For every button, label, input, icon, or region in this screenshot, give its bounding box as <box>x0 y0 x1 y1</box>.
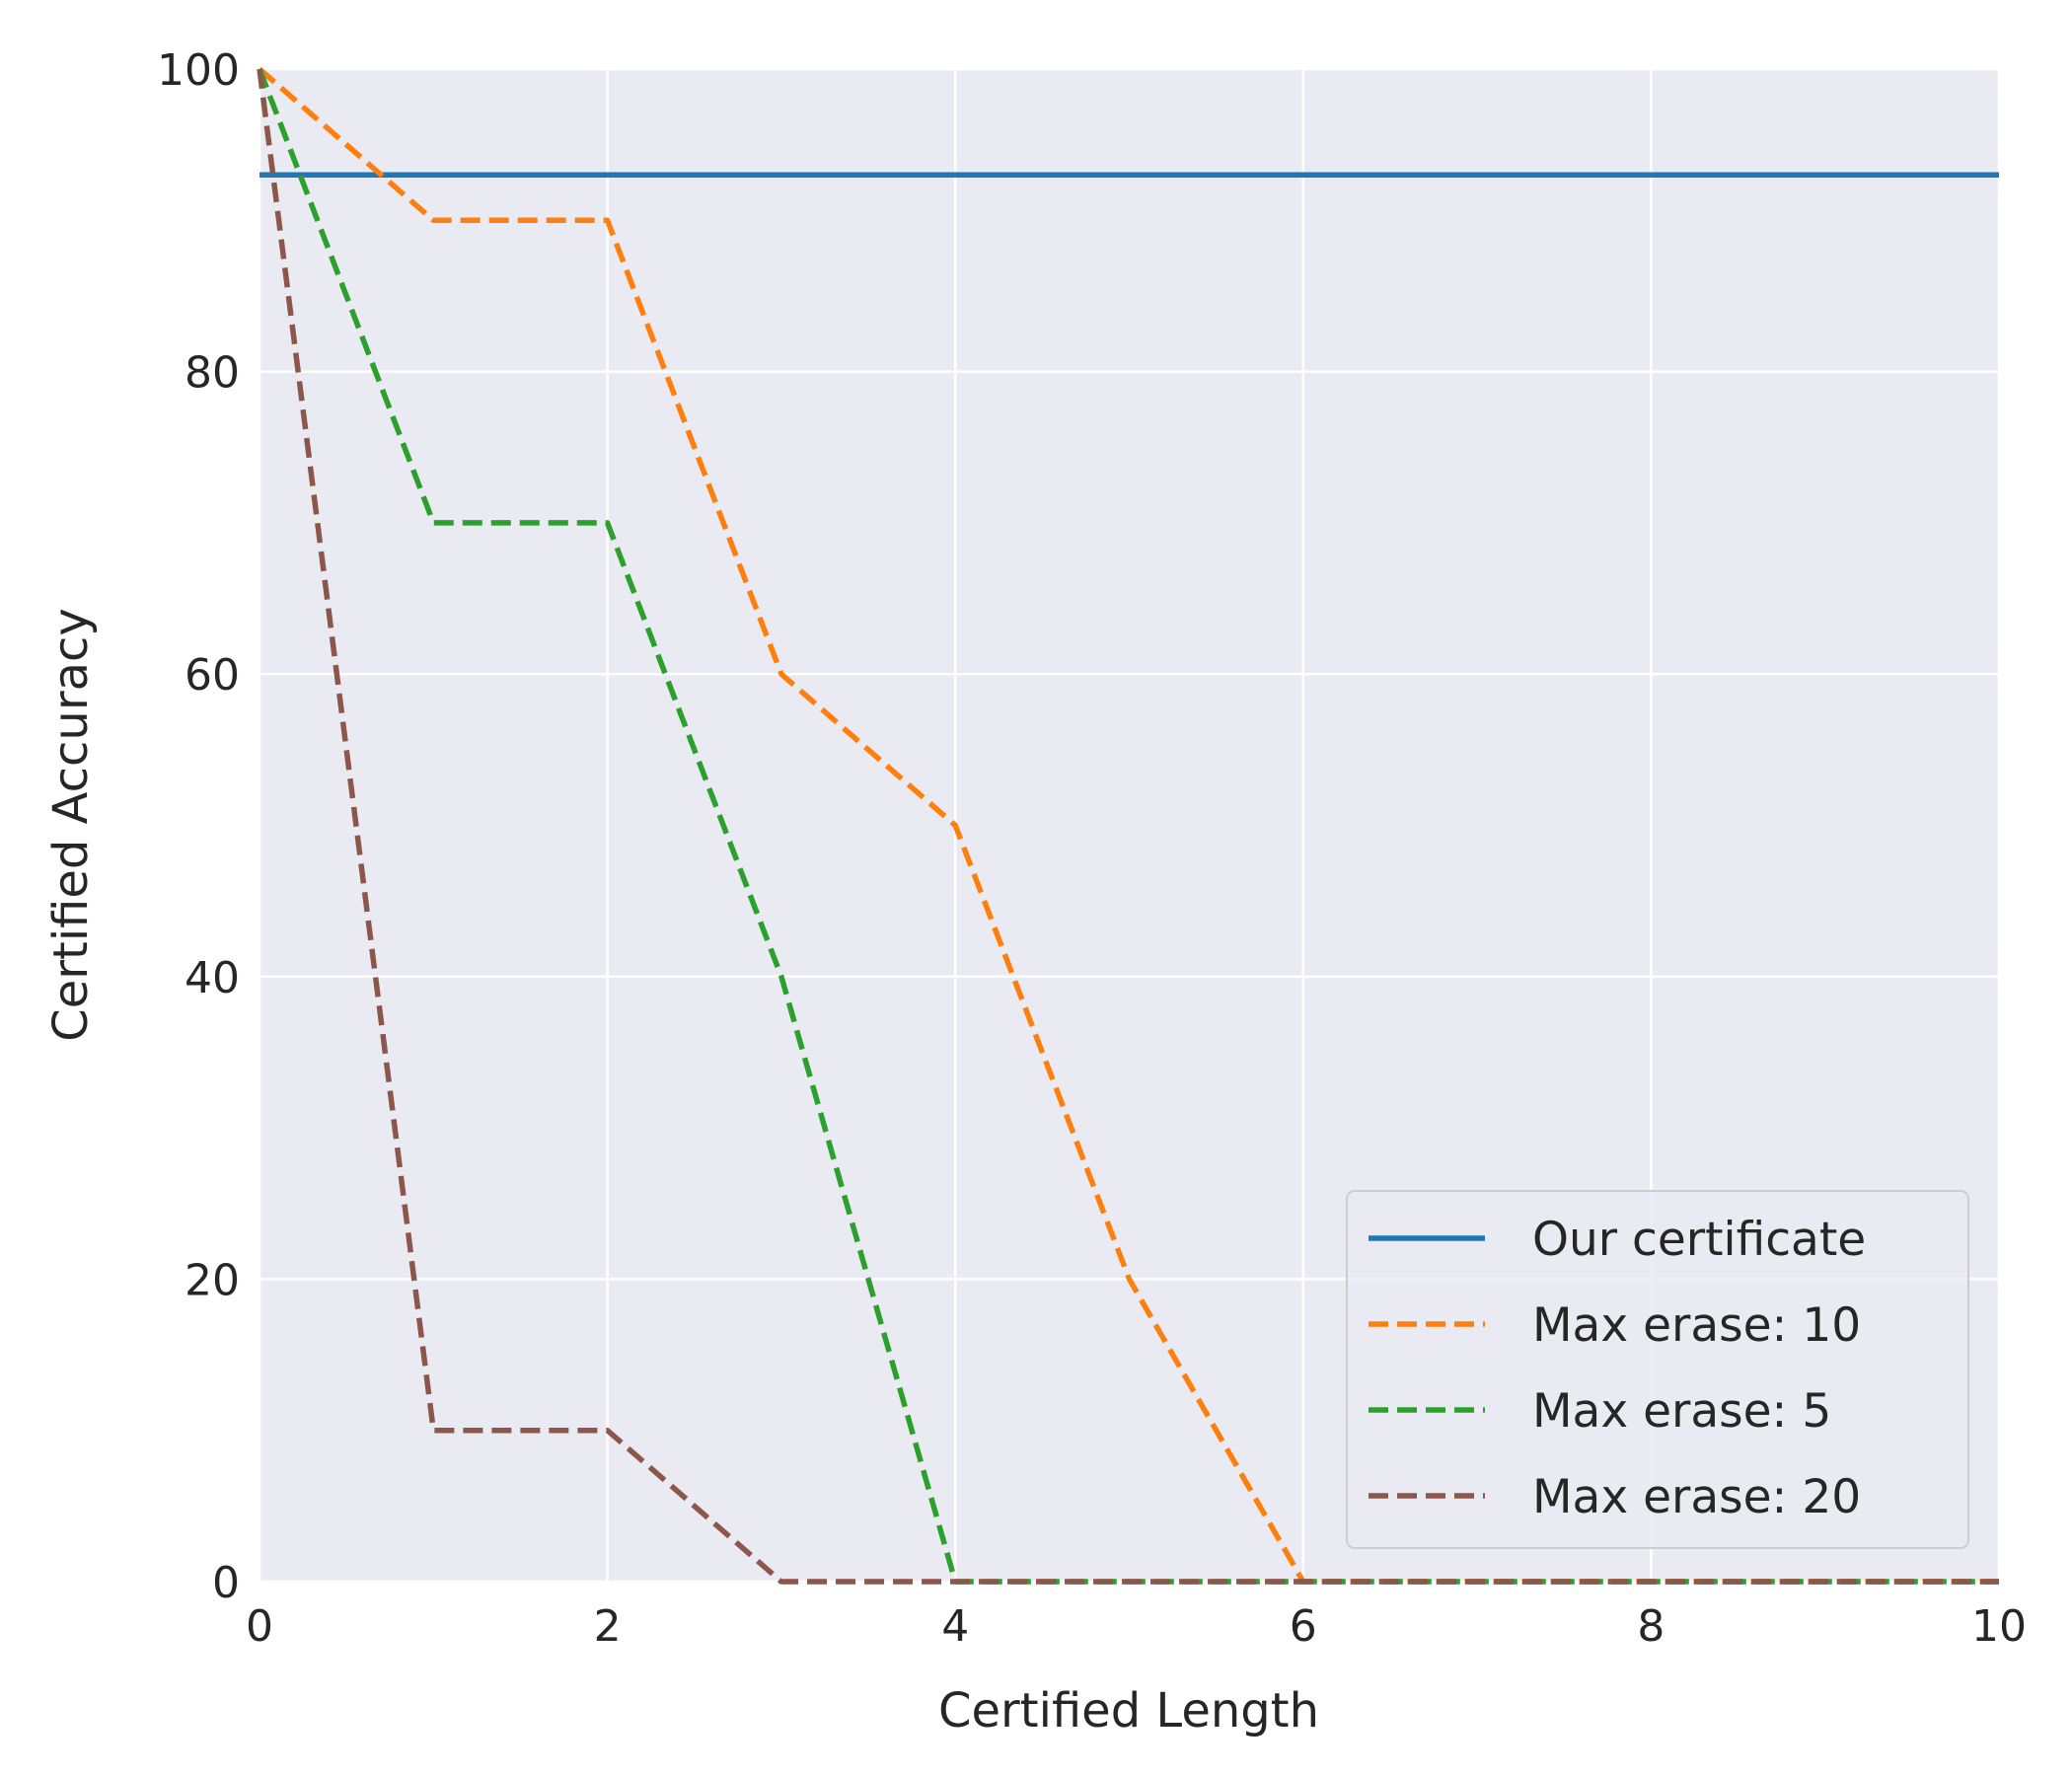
x-tick-label: 10 <box>1971 1601 2027 1652</box>
y-tick-label: 40 <box>185 953 240 1003</box>
series-layer <box>257 66 1999 1585</box>
y-tick-label: 80 <box>185 348 240 399</box>
x-tick-label: 8 <box>1637 1601 1665 1652</box>
x-axis-label: Certified Length <box>938 1683 1319 1739</box>
x-tick-label: 6 <box>1290 1601 1317 1652</box>
y-tick-label: 0 <box>212 1558 240 1608</box>
legend-label-4: Max erase: 20 <box>1532 1470 1861 1524</box>
legend-box <box>1346 1190 1969 1549</box>
x-axis-ticks: 0 2 4 6 8 10 <box>246 1601 2027 1652</box>
legend-label-1: Our certificate <box>1532 1213 1866 1267</box>
y-axis-ticks: 0 20 40 60 80 100 <box>157 45 240 1608</box>
x-tick-label: 0 <box>246 1601 273 1652</box>
legend: Our certificate Max erase: 10 Max erase: 5… <box>1346 1190 1969 1549</box>
legend-label-2: Max erase: 10 <box>1532 1298 1861 1353</box>
y-tick-label: 20 <box>185 1255 240 1305</box>
y-tick-label: 60 <box>185 650 240 701</box>
series-line-4 <box>257 68 1999 1585</box>
x-tick-label: 4 <box>941 1601 969 1652</box>
y-axis-label: Certified Accuracy <box>43 608 99 1042</box>
legend-label-3: Max erase: 5 <box>1532 1384 1831 1439</box>
y-tick-label: 100 <box>157 45 240 96</box>
x-tick-label: 2 <box>594 1601 622 1652</box>
